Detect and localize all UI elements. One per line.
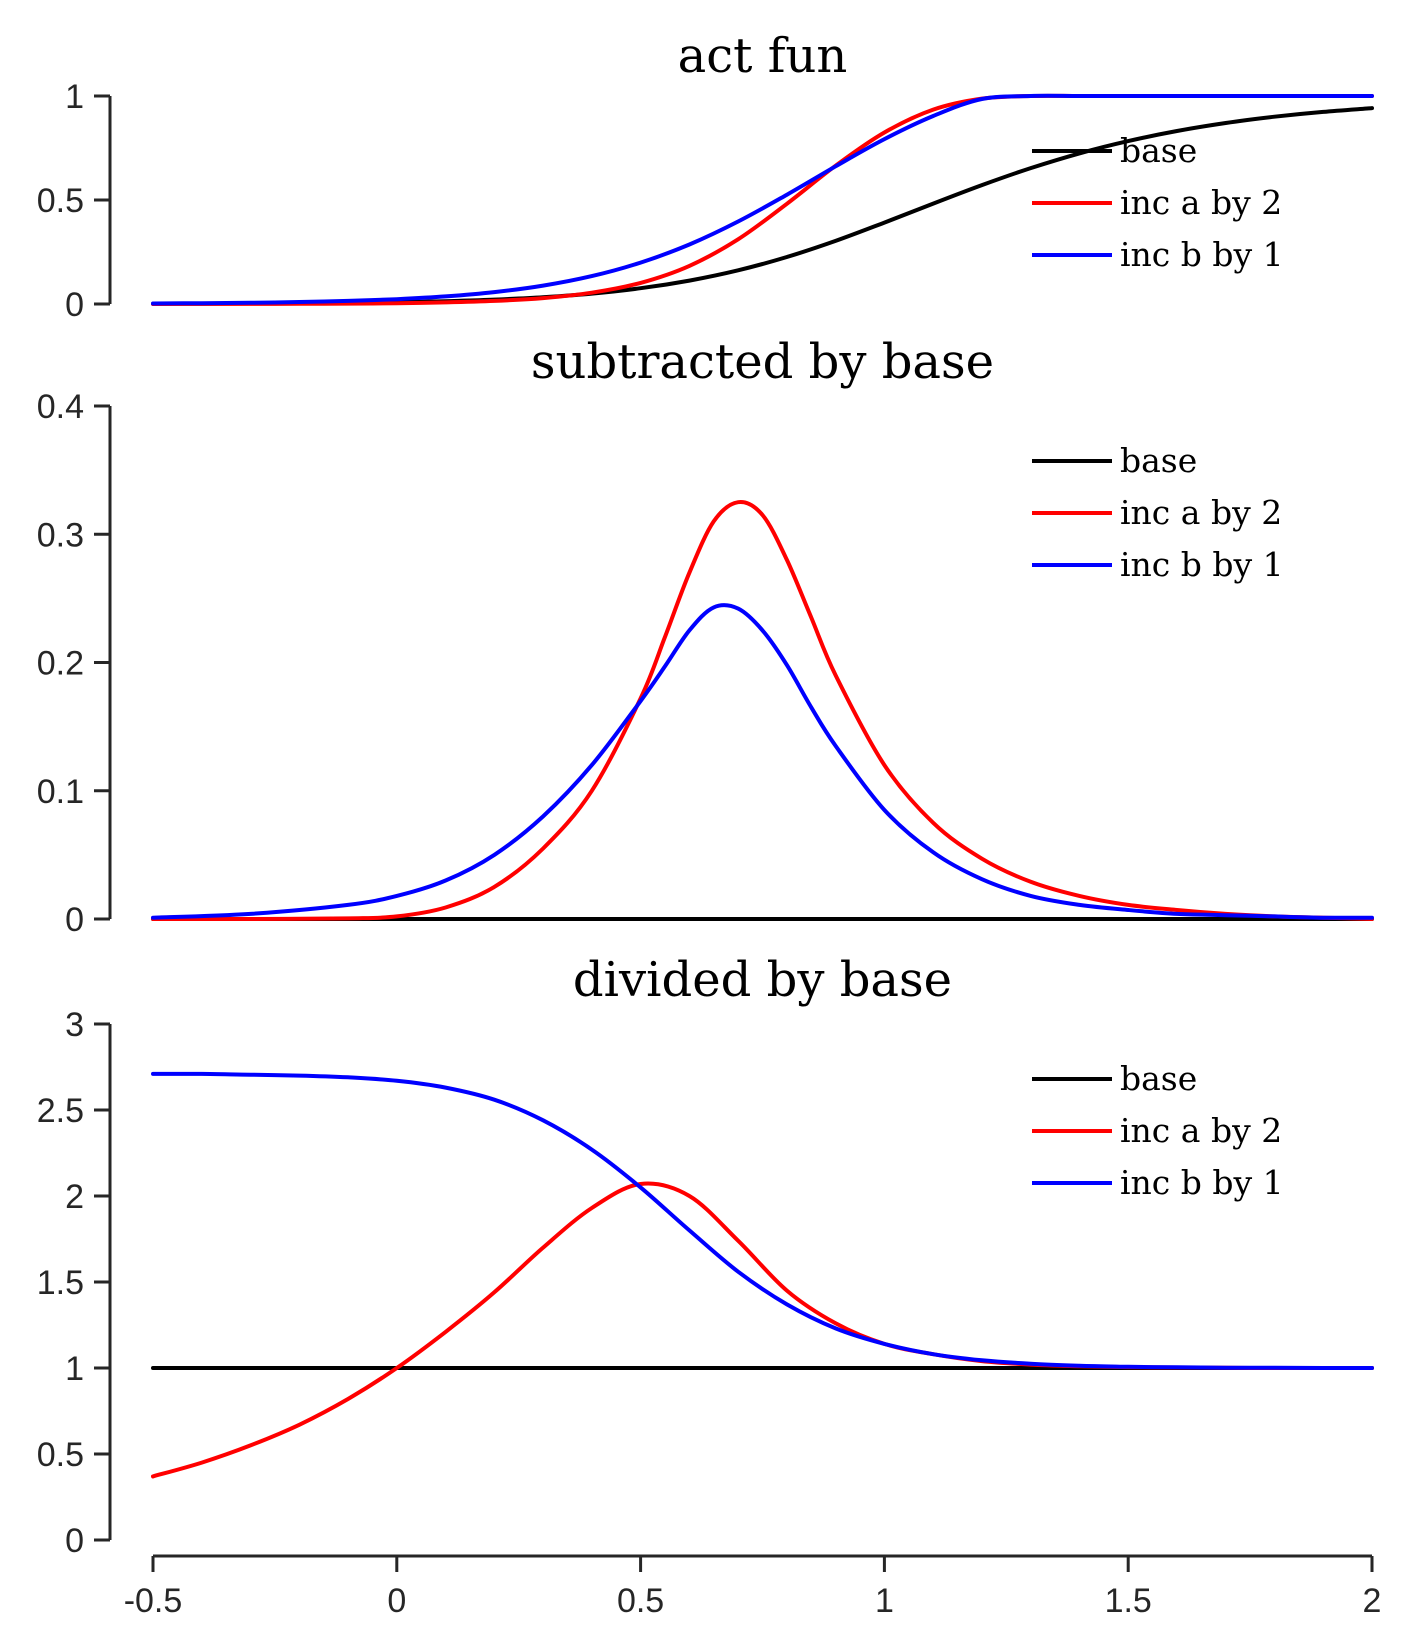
chart-title: act fun [678, 28, 848, 84]
y-tick-label: 0.4 [37, 388, 84, 426]
x-tick-label: 1 [875, 1582, 894, 1620]
legend-label: inc a by 2 [1120, 493, 1282, 532]
y-tick-label: 3 [65, 1006, 84, 1044]
series-line-inc-b-by-1 [151, 93, 1374, 306]
legend-label: base [1120, 1059, 1197, 1098]
series-line-inc-a-by-2 [151, 500, 1374, 922]
chart-title: subtracted by base [531, 334, 994, 390]
y-tick-label: 0 [65, 1522, 84, 1560]
x-tick-label: 0 [387, 1582, 406, 1620]
y-tick-label: 0.5 [37, 1436, 84, 1474]
y-tick-label: 0 [65, 901, 84, 939]
y-tick-label: 2 [65, 1178, 84, 1216]
legend-label: inc a by 2 [1120, 1111, 1282, 1150]
y-tick-label: 2.5 [37, 1092, 84, 1130]
y-tick-label: 0.5 [37, 182, 84, 220]
x-tick-label: 1.5 [1105, 1582, 1152, 1620]
legend-label: inc b by 1 [1120, 1163, 1284, 1202]
series-line-inc-b-by-1 [151, 603, 1374, 920]
y-tick-label: 0.3 [37, 516, 84, 554]
y-tick-label: 0.1 [37, 773, 84, 811]
series-line-inc-a-by-2 [151, 1181, 1374, 1479]
series-line-inc-b-by-1 [151, 1071, 1374, 1371]
x-tick-label: 0.5 [617, 1582, 664, 1620]
chart-title: divided by base [573, 952, 952, 1008]
legend-label: base [1120, 131, 1197, 170]
legend-label: base [1120, 441, 1197, 480]
y-tick-label: 1 [65, 1350, 84, 1388]
x-tick-label: 2 [1363, 1582, 1382, 1620]
x-tick-label: -0.5 [124, 1582, 183, 1620]
legend-label: inc b by 1 [1120, 545, 1284, 584]
y-tick-label: 0.2 [37, 645, 84, 683]
y-tick-label: 1 [65, 78, 84, 116]
y-tick-label: 0 [65, 286, 84, 324]
y-tick-label: 1.5 [37, 1264, 84, 1302]
legend-label: inc a by 2 [1120, 183, 1282, 222]
legend-label: inc b by 1 [1120, 235, 1284, 274]
